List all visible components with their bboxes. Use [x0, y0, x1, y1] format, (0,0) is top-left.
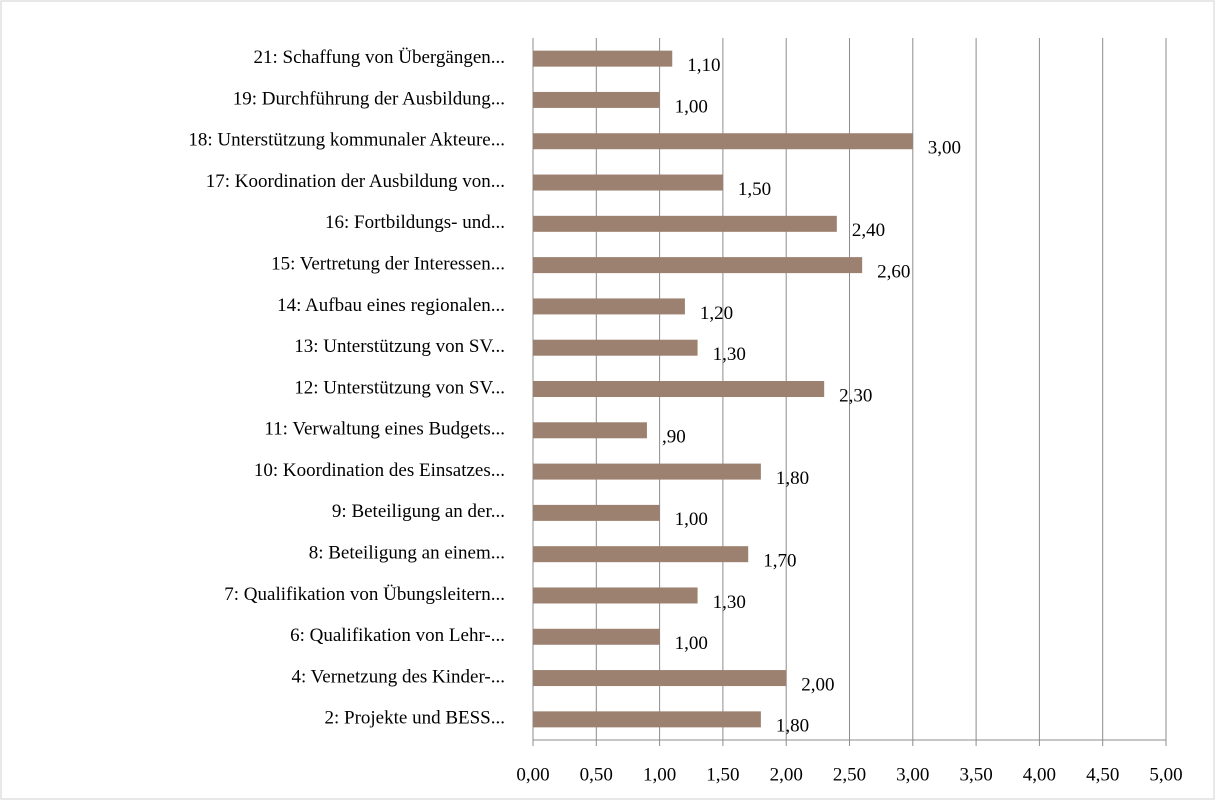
bar — [533, 215, 837, 232]
y-tick-label: 13: Unterstützung von SV... — [294, 336, 505, 357]
bar — [533, 463, 761, 480]
bar — [533, 50, 673, 67]
data-label: 1,80 — [776, 468, 809, 489]
y-tick-label: 17: Koordination der Ausbildung von... — [206, 171, 505, 192]
y-tick-label: 4: Vernetzung des Kinder-... — [292, 666, 506, 687]
y-tick-label: 8: Beteiligung an einem... — [309, 543, 505, 564]
x-tick-label: 5,00 — [1149, 764, 1182, 785]
y-tick-label: 10: Koordination des Einsatzes... — [254, 460, 505, 481]
y-tick-label: 7: Qualifikation von Übungsleitern... — [224, 584, 505, 605]
x-tick-label: 4,00 — [1023, 764, 1056, 785]
data-label: 1,20 — [700, 303, 733, 324]
bar — [533, 174, 723, 191]
bar — [533, 546, 749, 563]
x-tick-label: 4,50 — [1086, 764, 1119, 785]
bar — [533, 257, 863, 274]
data-label: 1,80 — [776, 716, 809, 737]
data-label: 1,00 — [675, 633, 708, 654]
y-tick-label: 9: Beteiligung an der... — [332, 501, 505, 522]
bar — [533, 298, 685, 315]
data-label: 1,00 — [675, 509, 708, 530]
data-label: 1,50 — [738, 179, 771, 200]
bar — [533, 711, 761, 728]
x-tick-label: 2,50 — [833, 764, 866, 785]
y-tick-label: 12: Unterstützung von SV... — [294, 377, 505, 398]
y-tick-label: 15: Vertretung der Interessen... — [271, 253, 505, 274]
bar — [533, 587, 698, 604]
data-label: 2,00 — [801, 674, 834, 695]
y-tick-label: 14: Aufbau eines regionalen... — [277, 295, 505, 316]
x-tick-label: 3,50 — [959, 764, 992, 785]
x-tick-label: 2,00 — [770, 764, 803, 785]
y-tick-label: 19: Durchführung der Ausbildung... — [233, 88, 505, 109]
x-tick-label: 0,50 — [580, 764, 613, 785]
bar — [533, 628, 660, 645]
data-label: 3,00 — [928, 138, 961, 159]
x-tick-label: 0,00 — [516, 764, 549, 785]
y-tick-label: 2: Projekte und BESS... — [324, 708, 505, 729]
data-label: 2,60 — [877, 261, 910, 282]
bar — [533, 670, 787, 687]
data-label: ,90 — [662, 427, 686, 448]
data-label: 2,40 — [852, 220, 885, 241]
data-label: 1,70 — [763, 551, 796, 572]
bar — [533, 91, 660, 108]
x-tick-label: 1,00 — [643, 764, 676, 785]
data-label: 1,00 — [675, 96, 708, 117]
x-tick-label: 3,00 — [896, 764, 929, 785]
data-label: 1,30 — [713, 344, 746, 365]
bar — [533, 339, 698, 356]
bar — [533, 381, 825, 397]
bar — [533, 504, 660, 521]
y-tick-label: 16: Fortbildungs- und... — [325, 212, 505, 233]
data-label: 1,10 — [687, 55, 720, 76]
y-tick-label: 18: Unterstützung kommunaler Akteure... — [188, 130, 505, 151]
bar — [533, 133, 913, 150]
data-label: 2,30 — [839, 385, 872, 406]
y-tick-label: 6: Qualifikation von Lehr-... — [290, 625, 505, 646]
y-tick-label: 11: Verwaltung eines Budgets... — [264, 419, 505, 440]
bar — [533, 422, 647, 439]
y-tick-label: 21: Schaffung von Übergängen... — [253, 47, 505, 68]
data-label: 1,30 — [713, 592, 746, 613]
x-tick-label: 1,50 — [706, 764, 739, 785]
